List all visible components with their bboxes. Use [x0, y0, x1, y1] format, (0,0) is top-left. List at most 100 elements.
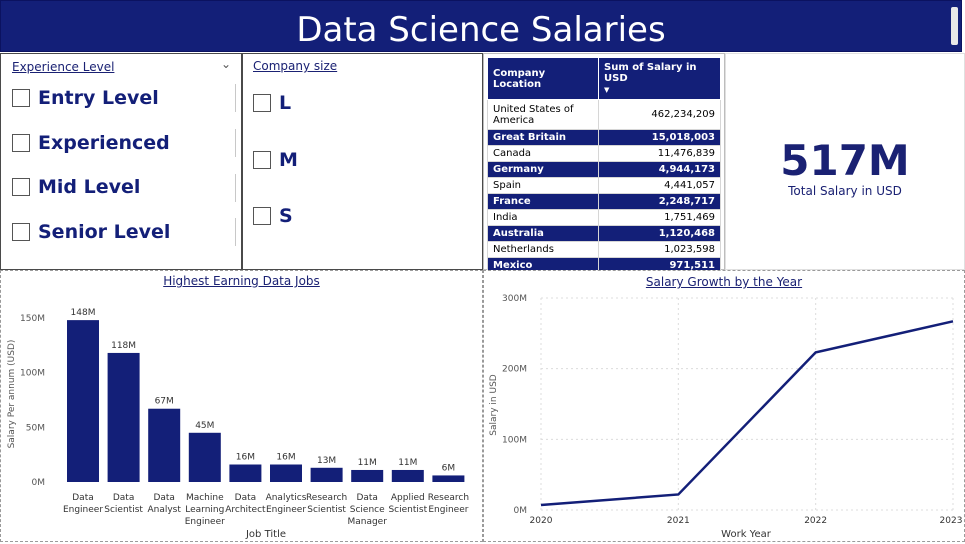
salary-cell: 15,018,003: [598, 129, 721, 146]
bar: [310, 467, 343, 482]
experience-option[interactable]: Senior Level: [12, 221, 170, 243]
x-tick-label: Research: [306, 493, 347, 503]
table-row[interactable]: Great Britain 15,018,003: [487, 129, 721, 146]
table-row[interactable]: India 1,751,469: [487, 209, 721, 226]
checkbox[interactable]: [253, 207, 271, 225]
x-tick-label: Analytics: [266, 493, 307, 503]
table-row[interactable]: Germany 4,944,173: [487, 161, 721, 178]
scrollbar[interactable]: [951, 7, 958, 45]
slicer-divider: [235, 218, 236, 246]
column-header-salary-label: Sum of Salary in USD: [604, 62, 697, 84]
bar-value-label: 67M: [155, 397, 174, 407]
location-cell: Mexico: [487, 257, 599, 274]
x-tick-label: Engineer: [185, 517, 225, 527]
kpi-label: Total Salary in USD: [788, 184, 902, 198]
location-cell: Canada: [487, 145, 599, 162]
slicer-divider: [235, 129, 236, 157]
bar-value-label: 16M: [236, 453, 255, 463]
salary-cell: 4,441,057: [598, 177, 721, 194]
bar: [188, 432, 221, 482]
table-row[interactable]: Mexico 971,511: [487, 257, 721, 274]
y-tick-label: 100M: [20, 369, 45, 379]
y-axis-label: Salary in USD: [489, 374, 499, 435]
x-tick-label: Scientist: [307, 505, 346, 515]
x-tick-label: 2023: [940, 516, 963, 526]
y-tick-label: 0M: [514, 506, 528, 516]
location-cell: Netherlands: [487, 241, 599, 258]
bar-value-label: 45M: [195, 421, 214, 431]
bar: [148, 408, 181, 482]
table-row[interactable]: Spain 4,441,057: [487, 177, 721, 194]
location-cell: Great Britain: [487, 129, 599, 146]
checkbox[interactable]: [12, 134, 30, 152]
x-axis-label: Work Year: [721, 529, 772, 540]
experience-option-label: Senior Level: [38, 221, 171, 243]
company-size-slicer: Company size L M S: [242, 53, 483, 270]
experience-slicer-title[interactable]: Experience Level: [12, 60, 115, 74]
company-slicer-title[interactable]: Company size: [253, 59, 338, 73]
location-cell: United States of America: [487, 99, 599, 130]
x-tick-label: Data: [356, 493, 378, 503]
checkbox[interactable]: [12, 223, 30, 241]
checkbox[interactable]: [12, 178, 30, 196]
x-tick-label: 2022: [804, 516, 827, 526]
table-row[interactable]: Netherlands 1,023,598: [487, 241, 721, 258]
line-chart: 0M 100M 200M 300M 2020 2021 2022 2023 Salary in …: [489, 294, 963, 540]
experience-option-label: Mid Level: [38, 176, 141, 198]
experience-option-label: Experienced: [38, 132, 170, 154]
y-tick-label: 300M: [502, 294, 527, 304]
table-row[interactable]: France 2,248,717: [487, 193, 721, 210]
x-tick-label: Scientist: [104, 505, 143, 515]
location-cell: Australia: [487, 225, 599, 242]
bar: [229, 464, 262, 482]
table-row[interactable]: Australia 1,120,468: [487, 225, 721, 242]
series-line: [540, 320, 954, 507]
x-tick-label: Data: [153, 493, 175, 503]
salary-cell: 11,476,839: [598, 145, 721, 162]
x-tick-label: Machine: [186, 493, 224, 503]
table-row[interactable]: United States of America 462,234,209: [487, 99, 721, 130]
line-chart-title: Salary Growth by the Year: [645, 275, 803, 289]
x-tick-label: Engineer: [266, 505, 306, 515]
salary-cell: 1,120,468: [598, 225, 721, 242]
experience-option[interactable]: Experienced: [12, 132, 170, 154]
bar-value-label: 11M: [398, 458, 417, 468]
checkbox[interactable]: [12, 89, 30, 107]
kpi-value: 517M: [780, 136, 910, 185]
location-cell: France: [487, 193, 599, 210]
slicer-divider: [235, 174, 236, 202]
location-cell: Germany: [487, 161, 599, 178]
y-tick-label: 200M: [502, 365, 527, 375]
bar: [67, 320, 99, 482]
experience-option[interactable]: Entry Level: [12, 87, 159, 109]
x-tick-label: Research: [428, 493, 469, 503]
x-tick-label: Engineer: [63, 505, 103, 515]
x-tick-label: 2021: [667, 516, 690, 526]
slicer-divider: [235, 84, 236, 112]
chevron-down-icon[interactable]: ⌄: [221, 57, 232, 71]
company-size-option[interactable]: L: [253, 92, 291, 114]
salary-cell: 971,511: [598, 257, 721, 274]
x-tick-label: Learning: [185, 505, 224, 515]
experience-option[interactable]: Mid Level: [12, 176, 140, 198]
x-tick-label: Science: [350, 505, 385, 515]
x-tick-label: Analyst: [147, 505, 181, 515]
x-tick-label: Data: [113, 493, 135, 503]
company-size-option[interactable]: M: [253, 149, 298, 171]
checkbox[interactable]: [253, 151, 271, 169]
x-tick-label: Data: [235, 493, 257, 503]
checkbox[interactable]: [253, 94, 271, 112]
company-size-option[interactable]: S: [253, 205, 293, 227]
column-header-salary[interactable]: Sum of Salary in USD ▼: [598, 57, 721, 100]
salary-cell: 462,234,209: [598, 99, 721, 130]
column-header-location[interactable]: Company Location: [487, 57, 599, 100]
company-size-label: M: [279, 149, 298, 171]
company-size-label: S: [279, 205, 293, 227]
salary-cell: 1,751,469: [598, 209, 721, 226]
y-axis-label: Salary Per annum (USD): [7, 340, 17, 449]
sort-desc-icon[interactable]: ▼: [604, 86, 610, 94]
table-row[interactable]: Canada 11,476,839: [487, 145, 721, 162]
x-tick-label: Data: [72, 493, 94, 503]
bar-value-label: 16M: [276, 453, 295, 463]
company-size-label: L: [279, 92, 292, 114]
